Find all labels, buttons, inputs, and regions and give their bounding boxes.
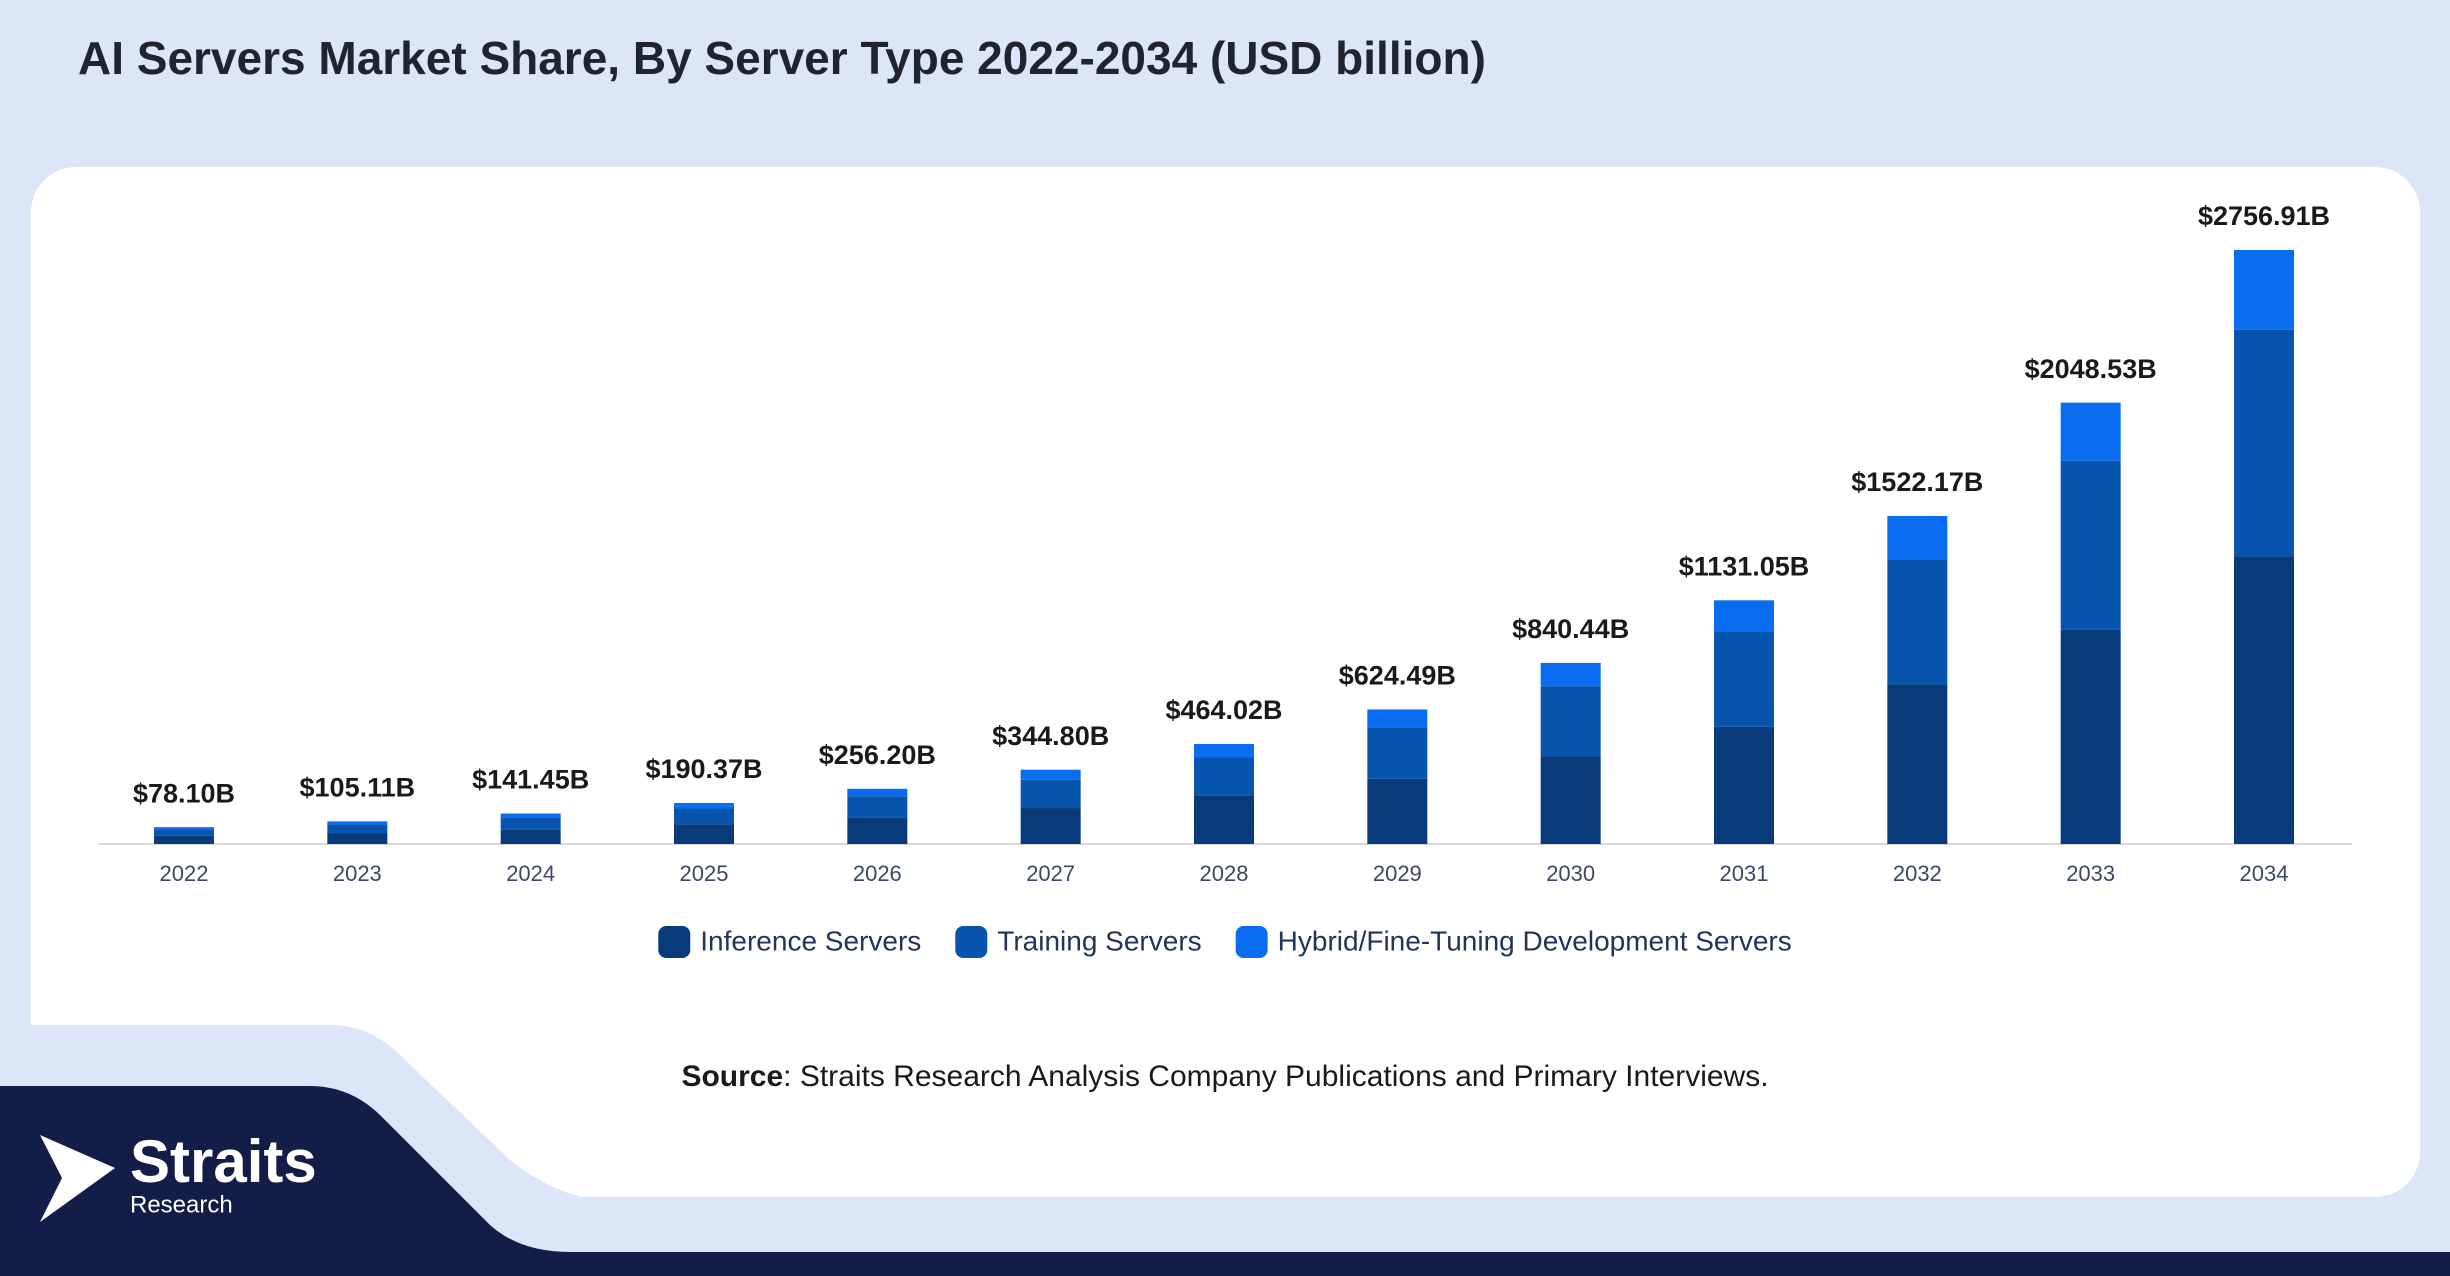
bar-segment — [154, 829, 214, 836]
bar-segment — [500, 829, 561, 844]
legend-swatch — [658, 926, 691, 958]
total-label: $256.20B — [819, 740, 936, 770]
bar-segment — [674, 802, 734, 809]
bar-segment — [1194, 757, 1254, 796]
logo-name: Straits — [130, 1128, 317, 1195]
bar-segment — [327, 824, 388, 834]
x-tick-label: 2024 — [506, 861, 555, 886]
legend-swatch — [955, 926, 988, 958]
x-tick-label: 2034 — [2240, 861, 2289, 886]
card — [31, 167, 2420, 1197]
logo-mark — [40, 1135, 115, 1222]
x-tick-label: 2031 — [1720, 861, 1769, 886]
bar-segment — [1020, 779, 1081, 809]
total-label: $78.10B — [133, 778, 235, 808]
bar-segment — [2060, 460, 2121, 630]
x-tick-label: 2022 — [160, 861, 209, 886]
total-label: $840.44B — [1512, 614, 1629, 644]
legend-swatch — [1235, 926, 1268, 958]
bar-segment — [154, 835, 214, 844]
bar-segment — [2234, 556, 2294, 844]
x-tick-label: 2029 — [1373, 861, 1422, 886]
bar-segment — [1714, 600, 1774, 632]
logo-sub: Research — [130, 1191, 233, 1218]
footer-band — [0, 1086, 2450, 1276]
bar-segment — [327, 833, 388, 844]
total-label: $1522.17B — [1851, 467, 1983, 497]
chart-title: AI Servers Market Share, By Server Type … — [78, 32, 1486, 84]
total-label: $190.37B — [645, 754, 762, 784]
bar-segment — [847, 817, 908, 844]
x-tick-label: 2033 — [2066, 861, 2115, 886]
bar-segment — [154, 827, 214, 830]
bar-segment — [1194, 795, 1254, 844]
bar-segment — [1194, 744, 1254, 758]
total-label: $1131.05B — [1679, 551, 1810, 581]
bar-segment — [1540, 756, 1601, 844]
source-text: : Straits Research Analysis Company Publ… — [783, 1060, 1768, 1093]
bar-segment — [1367, 778, 1428, 844]
total-label: $624.49B — [1339, 661, 1456, 691]
bar-segment — [500, 817, 561, 830]
bar-segment — [2234, 250, 2294, 330]
x-tick-label: 2023 — [333, 861, 382, 886]
bar-segment — [327, 821, 388, 825]
bar-segment — [847, 788, 908, 797]
total-label: $2048.53B — [2025, 354, 2157, 384]
legend-label: Inference Servers — [700, 925, 921, 956]
bar-segment — [500, 813, 561, 818]
bar-segment — [1020, 769, 1081, 780]
x-tick-label: 2026 — [853, 861, 902, 886]
x-tick-label: 2032 — [1893, 861, 1942, 886]
total-label: $105.11B — [300, 772, 416, 802]
bar-segment — [1887, 559, 1948, 685]
bar-segment — [1540, 686, 1601, 757]
legend-label: Hybrid/Fine-Tuning Development Servers — [1278, 925, 1792, 956]
total-label: $464.02B — [1165, 695, 1282, 725]
bar-segment — [1020, 808, 1081, 844]
bar-segment — [2060, 402, 2121, 461]
bar-segment — [1540, 662, 1601, 687]
bar-segment — [1367, 709, 1428, 728]
bar-segment — [1887, 684, 1948, 844]
bar-segment — [674, 824, 734, 844]
x-tick-label: 2030 — [1546, 861, 1595, 886]
total-label: $344.80B — [992, 721, 1109, 751]
card-cutout — [0, 1025, 2450, 1276]
bar-segment — [2060, 629, 2121, 844]
bar-segment — [847, 796, 908, 818]
total-label: $2756.91B — [2198, 201, 2330, 231]
bar-segment — [1887, 516, 1948, 560]
bar-segment — [1714, 631, 1774, 727]
bar-segment — [2234, 329, 2294, 557]
total-label: $141.45B — [472, 765, 589, 795]
source: Source: Straits Research Analysis Compan… — [681, 1060, 1768, 1093]
bar-segment — [1367, 727, 1428, 779]
x-tick-label: 2025 — [680, 861, 729, 886]
legend-label: Training Servers — [997, 925, 1201, 956]
bar-segment — [674, 808, 734, 825]
x-tick-label: 2027 — [1026, 861, 1075, 886]
source-label: Source — [681, 1060, 783, 1093]
bar-segment — [1714, 726, 1774, 844]
x-tick-label: 2028 — [1200, 861, 1249, 886]
